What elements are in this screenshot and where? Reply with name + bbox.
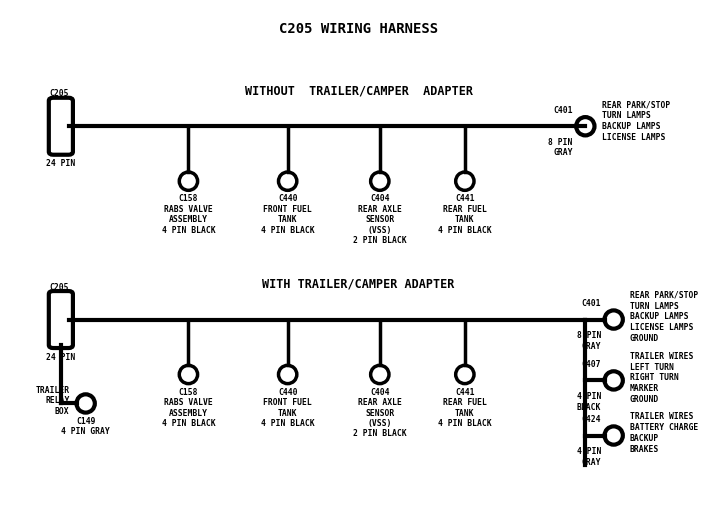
Text: C441
REAR FUEL
TANK
4 PIN BLACK: C441 REAR FUEL TANK 4 PIN BLACK <box>438 388 492 428</box>
Text: C158
RABS VALVE
ASSEMBLY
4 PIN BLACK: C158 RABS VALVE ASSEMBLY 4 PIN BLACK <box>161 388 215 428</box>
Text: C404
REAR AXLE
SENSOR
(VSS)
2 PIN BLACK: C404 REAR AXLE SENSOR (VSS) 2 PIN BLACK <box>353 194 407 245</box>
Text: C401: C401 <box>582 299 601 308</box>
Text: C404
REAR AXLE
SENSOR
(VSS)
2 PIN BLACK: C404 REAR AXLE SENSOR (VSS) 2 PIN BLACK <box>353 388 407 438</box>
Text: C407: C407 <box>582 360 601 369</box>
Text: C424: C424 <box>582 415 601 424</box>
Text: C440
FRONT FUEL
TANK
4 PIN BLACK: C440 FRONT FUEL TANK 4 PIN BLACK <box>261 194 315 235</box>
Text: 24 PIN: 24 PIN <box>46 159 76 169</box>
Text: 8 PIN
GRAY: 8 PIN GRAY <box>577 331 601 351</box>
Text: REAR PARK/STOP
TURN LAMPS
BACKUP LAMPS
LICENSE LAMPS: REAR PARK/STOP TURN LAMPS BACKUP LAMPS L… <box>602 100 670 142</box>
Text: C440
FRONT FUEL
TANK
4 PIN BLACK: C440 FRONT FUEL TANK 4 PIN BLACK <box>261 388 315 428</box>
Text: C205: C205 <box>50 283 69 292</box>
Text: C205 WIRING HARNESS: C205 WIRING HARNESS <box>279 22 438 36</box>
Text: C158
RABS VALVE
ASSEMBLY
4 PIN BLACK: C158 RABS VALVE ASSEMBLY 4 PIN BLACK <box>161 194 215 235</box>
Text: 4 PIN
GRAY: 4 PIN GRAY <box>577 447 601 467</box>
Text: TRAILER WIRES
BATTERY CHARGE
BACKUP
BRAKES: TRAILER WIRES BATTERY CHARGE BACKUP BRAK… <box>630 413 698 453</box>
Text: 24 PIN: 24 PIN <box>46 353 76 361</box>
Text: TRAILER
RELAY
BOX: TRAILER RELAY BOX <box>35 386 69 416</box>
Text: TRAILER WIRES
LEFT TURN
RIGHT TURN
MARKER
GROUND: TRAILER WIRES LEFT TURN RIGHT TURN MARKE… <box>630 352 693 404</box>
Text: C149
4 PIN GRAY: C149 4 PIN GRAY <box>61 417 110 436</box>
Text: 4 PIN
BLACK: 4 PIN BLACK <box>577 392 601 412</box>
Text: WITH TRAILER/CAMPER ADAPTER: WITH TRAILER/CAMPER ADAPTER <box>262 278 455 291</box>
Text: WITHOUT  TRAILER/CAMPER  ADAPTER: WITHOUT TRAILER/CAMPER ADAPTER <box>245 84 472 97</box>
Text: C205: C205 <box>50 89 69 98</box>
Text: REAR PARK/STOP
TURN LAMPS
BACKUP LAMPS
LICENSE LAMPS
GROUND: REAR PARK/STOP TURN LAMPS BACKUP LAMPS L… <box>630 291 698 343</box>
Text: C441
REAR FUEL
TANK
4 PIN BLACK: C441 REAR FUEL TANK 4 PIN BLACK <box>438 194 492 235</box>
Text: C401: C401 <box>553 105 572 115</box>
Text: 8 PIN
GRAY: 8 PIN GRAY <box>548 138 572 157</box>
